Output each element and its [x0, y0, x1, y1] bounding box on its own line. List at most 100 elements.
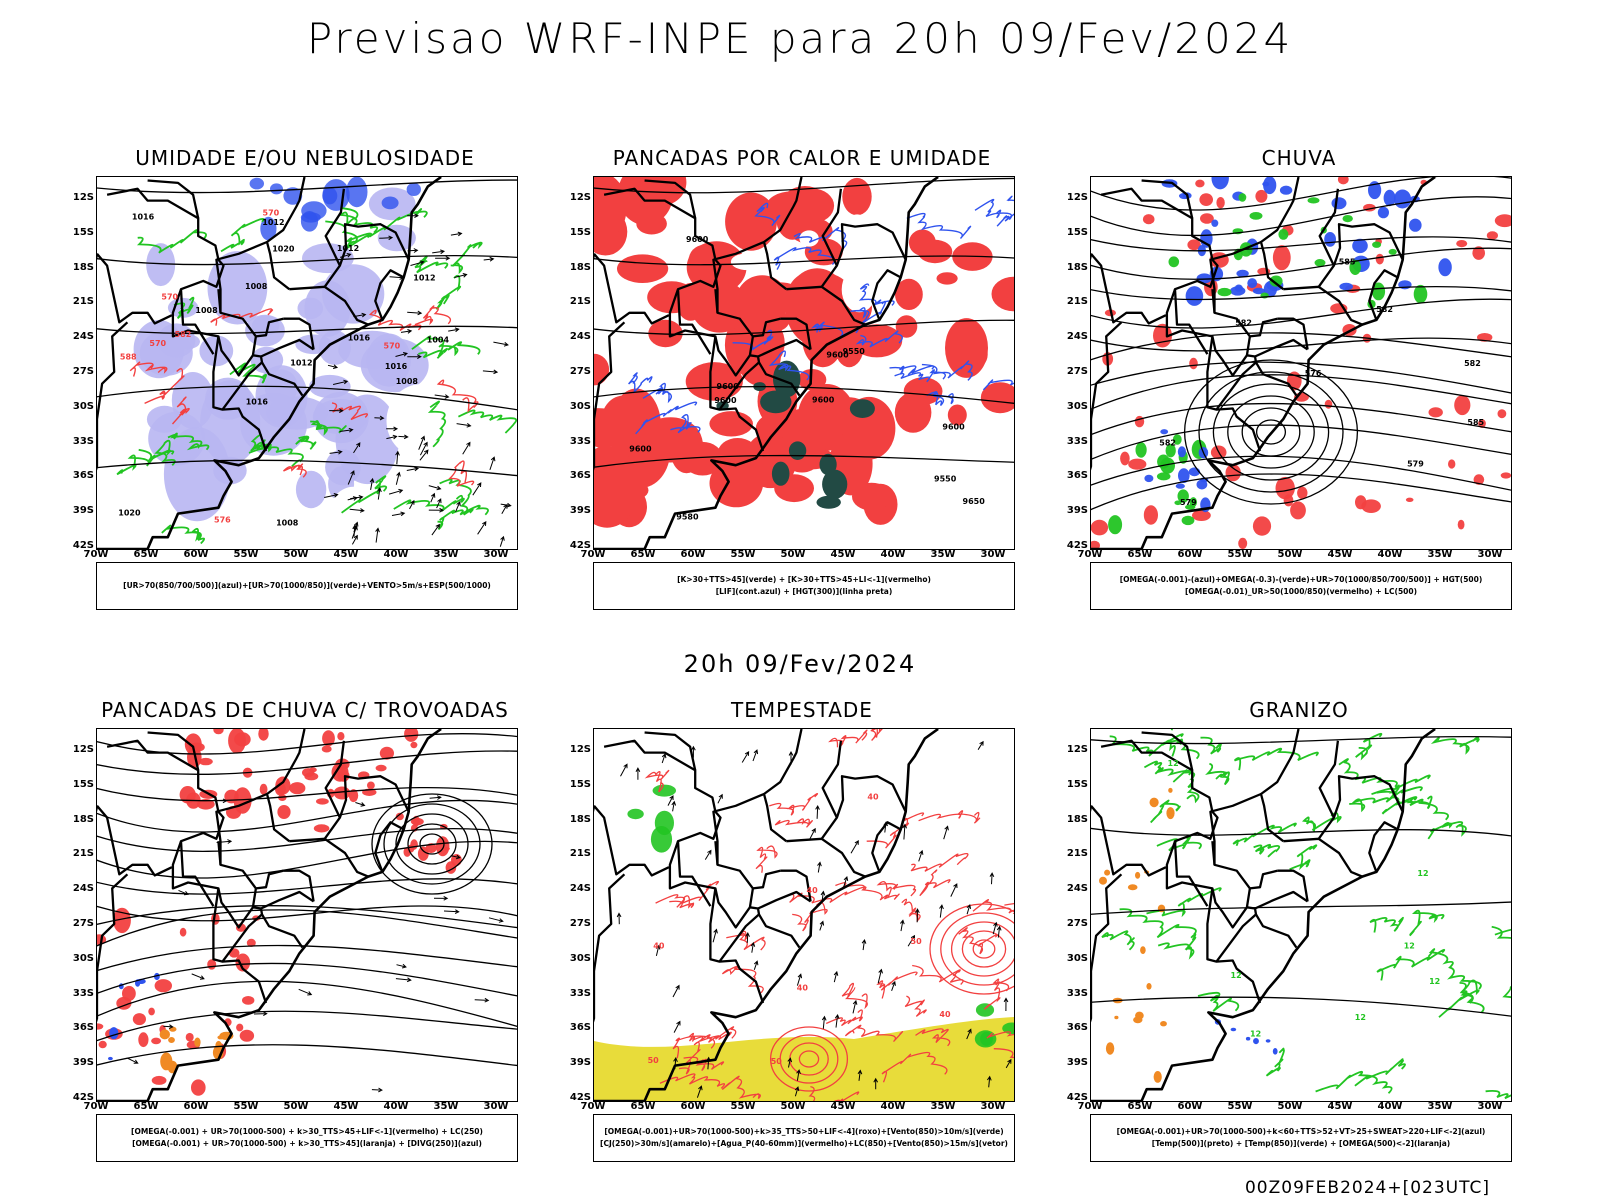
field-area: [132, 1013, 146, 1026]
wind-vector: [332, 379, 349, 385]
field-area: [246, 938, 256, 947]
field-area: [1174, 500, 1182, 506]
field-area: [947, 404, 967, 426]
contour-label: 50: [648, 1056, 660, 1065]
longitude-label: 60W: [183, 1101, 209, 1112]
contour-line: [1354, 1058, 1406, 1087]
contour-line: [144, 368, 185, 405]
field-area: [1238, 193, 1247, 202]
wind-vector: [450, 854, 461, 860]
wind-vector: [477, 521, 487, 535]
contour-line: [136, 229, 207, 254]
field-area: [895, 278, 923, 310]
contour-line: [754, 202, 781, 227]
closed-contour: [1212, 383, 1330, 481]
wind-vector: [353, 442, 361, 454]
wind-vector: [369, 477, 375, 490]
field-area: [1265, 1039, 1271, 1043]
closed-contour: [961, 930, 1007, 968]
contour-label: 570: [263, 209, 280, 218]
contour-line: [310, 420, 347, 436]
field-area: [785, 268, 849, 347]
field-area: [688, 245, 719, 277]
contour-label: 12: [1355, 1013, 1366, 1022]
field-area: [151, 1075, 167, 1085]
field-area: [1349, 259, 1361, 275]
wind-vector: [489, 456, 496, 471]
field-area: [917, 239, 953, 264]
contour-label: 1012: [337, 244, 359, 253]
wind-vector: [833, 970, 839, 983]
field-area: [122, 985, 136, 1002]
run-info-footer: 00Z09FEB2024+[023UTC]: [1244, 1178, 1490, 1198]
field-area: [842, 177, 872, 216]
contour-line: [773, 247, 836, 270]
contour-line: [918, 810, 981, 824]
field-area: [1156, 472, 1171, 481]
latitude-label: 12S: [72, 192, 94, 203]
wind-vector: [902, 823, 908, 840]
wind-vector: [672, 984, 680, 998]
wind-vector: [339, 427, 354, 433]
field-area: [1230, 286, 1246, 296]
field-area: [381, 196, 399, 210]
longitude-label: 35W: [930, 1101, 956, 1112]
contour-label: 579: [1180, 498, 1197, 507]
field-area: [1189, 357, 1198, 370]
streamline: [1091, 285, 1511, 301]
field-area: [1375, 253, 1384, 265]
contour-line: [220, 217, 265, 253]
contour-label: 50: [771, 1057, 783, 1066]
wind-vector: [386, 434, 398, 440]
field-area: [325, 528, 379, 549]
field-area: [1272, 1048, 1278, 1055]
contour-label: 576: [214, 516, 231, 525]
streamline: [1091, 177, 1511, 211]
field-area: [295, 470, 327, 509]
latitude-label: 24S: [1066, 331, 1088, 343]
contour-line: [167, 432, 210, 451]
contour-label: 579: [1407, 459, 1424, 468]
contour-line: [881, 1051, 948, 1083]
streamline: [97, 962, 517, 997]
wind-vector: [386, 426, 399, 432]
latitude-label: 15S: [1066, 778, 1088, 790]
wind-vector: [655, 944, 661, 957]
field-area: [1146, 983, 1152, 990]
wind-vector: [1003, 997, 1009, 1012]
contour-line: [982, 379, 1014, 391]
wind-vector: [419, 441, 428, 456]
closed-contour: [929, 903, 1014, 995]
field-area: [1160, 457, 1175, 474]
streamline: [97, 828, 517, 852]
field-area: [313, 824, 330, 833]
streamline: [97, 799, 517, 833]
contour-line: [439, 478, 474, 516]
wind-vector: [472, 482, 482, 496]
contour-line: [687, 1026, 737, 1043]
contour-label: 9600: [826, 351, 849, 360]
contour-label: 9580: [676, 513, 699, 522]
contour-label: 40: [797, 984, 809, 993]
streamline: [594, 255, 1014, 266]
field-area: [1497, 409, 1507, 419]
field-area: [730, 253, 764, 271]
contour-label: 9600: [812, 396, 835, 405]
wind-vector: [349, 508, 365, 513]
contour-line: [726, 930, 766, 951]
field-area: [1142, 214, 1155, 225]
field-area: [337, 732, 345, 741]
wind-vector: [398, 434, 409, 440]
contour-line: [437, 504, 489, 531]
legend-line: [CJ(250)>30m/s](amarelo)+[Agua_P(40-60mm…: [600, 1139, 1008, 1148]
field-area: [1371, 282, 1386, 301]
field-area: [194, 1037, 201, 1047]
field-area: [1438, 258, 1452, 277]
latitude-label: 36S: [1066, 470, 1088, 482]
wind-vector: [704, 849, 712, 860]
wind-vector: [673, 1057, 678, 1070]
contour-line: [876, 971, 918, 999]
contour-line: [414, 305, 452, 326]
wind-vector: [400, 329, 413, 334]
field-area: [1388, 248, 1397, 255]
